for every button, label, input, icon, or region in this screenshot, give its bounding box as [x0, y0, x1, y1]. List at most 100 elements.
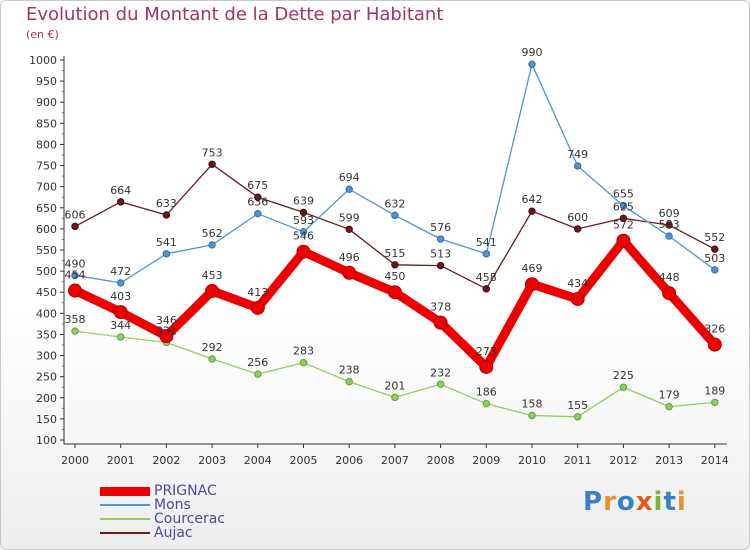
data-label-mons: 694 — [339, 171, 360, 184]
data-point-aujac — [391, 261, 399, 269]
data-label-aujac: 599 — [339, 211, 360, 224]
data-point-aujac — [482, 285, 490, 293]
data-point-courcerac — [574, 413, 582, 421]
data-label-prignac: 346 — [156, 314, 177, 327]
data-label-courcerac: 158 — [522, 398, 543, 411]
data-label-prignac: 496 — [339, 251, 360, 264]
data-point-mons — [208, 241, 216, 249]
data-label-mons: 541 — [476, 236, 497, 249]
data-point-aujac — [436, 261, 445, 270]
data-point-aujac — [345, 225, 353, 234]
data-point-courcerac — [117, 333, 125, 341]
data-point-mons — [117, 279, 125, 287]
data-label-mons: 503 — [704, 252, 725, 265]
data-point-mons — [345, 185, 353, 193]
data-label-courcerac: 344 — [110, 319, 131, 332]
data-label-prignac: 450 — [384, 270, 405, 283]
data-label-mons: 749 — [567, 148, 588, 161]
data-point-aujac — [665, 221, 673, 229]
data-label-courcerac: 201 — [384, 379, 405, 392]
data-label-aujac: 639 — [293, 194, 314, 207]
data-point-courcerac — [528, 411, 536, 420]
logo-letter: P — [583, 487, 604, 517]
data-label-aujac: 600 — [567, 211, 588, 224]
y-tick-label: 250 — [36, 371, 57, 384]
data-point-courcerac — [208, 355, 216, 363]
data-label-courcerac: 283 — [293, 345, 314, 358]
y-tick-label: 750 — [36, 160, 57, 173]
data-label-mons: 632 — [384, 197, 405, 210]
x-tick-label: 2012 — [609, 454, 637, 467]
data-label-courcerac: 186 — [476, 386, 497, 399]
data-label-courcerac: 179 — [659, 389, 680, 402]
data-point-mons — [665, 232, 673, 240]
x-tick-label: 2001 — [107, 454, 135, 467]
data-point-mons — [436, 235, 445, 243]
data-point-mons — [254, 209, 262, 218]
data-label-prignac: 572 — [613, 219, 634, 232]
data-label-aujac: 552 — [704, 231, 725, 244]
proxiti-logo: Proxiti — [583, 487, 687, 517]
data-label-aujac: 458 — [476, 271, 497, 284]
data-point-prignac — [662, 286, 677, 301]
data-label-courcerac: 331 — [156, 324, 177, 337]
x-tick-label: 2010 — [518, 454, 546, 467]
data-label-courcerac: 256 — [247, 356, 268, 369]
data-point-aujac — [619, 214, 628, 223]
legend-swatch — [100, 487, 150, 496]
data-label-aujac: 609 — [659, 207, 680, 220]
x-tick-label: 2005 — [290, 454, 318, 467]
data-label-mons: 655 — [613, 188, 634, 201]
data-point-aujac — [299, 208, 308, 217]
y-tick-label: 700 — [36, 181, 57, 194]
x-tick-label: 2002 — [152, 454, 180, 467]
data-label-courcerac: 358 — [65, 313, 86, 326]
logo-letter: i — [653, 487, 664, 517]
data-label-prignac: 453 — [202, 269, 223, 282]
data-label-mons: 593 — [293, 214, 314, 227]
data-label-mons: 541 — [156, 236, 177, 249]
data-point-aujac — [117, 198, 125, 206]
data-point-prignac — [707, 337, 722, 352]
data-point-courcerac — [619, 383, 628, 391]
data-label-courcerac: 189 — [704, 384, 725, 397]
data-point-prignac — [387, 285, 402, 300]
data-point-aujac — [71, 222, 79, 231]
data-label-mons: 583 — [659, 218, 680, 231]
data-label-courcerac: 225 — [613, 369, 634, 382]
data-label-aujac: 513 — [430, 248, 451, 261]
data-point-courcerac — [665, 402, 673, 411]
legend-label: Courcerac — [154, 511, 226, 527]
x-tick-label: 2007 — [381, 454, 409, 467]
x-tick-label: 2003 — [198, 454, 226, 467]
data-point-mons — [162, 250, 171, 258]
chart-subtitle: (en €) — [26, 28, 59, 41]
data-point-aujac — [162, 211, 171, 219]
data-point-aujac — [711, 245, 719, 253]
data-point-aujac — [528, 207, 536, 215]
x-tick-label: 2006 — [335, 454, 363, 467]
data-label-prignac: 378 — [430, 301, 451, 314]
y-tick-label: 600 — [36, 223, 57, 236]
y-tick-label: 400 — [36, 307, 57, 320]
chart-title: Evolution du Montant de la Dette par Hab… — [26, 4, 444, 25]
data-point-prignac — [296, 244, 311, 259]
y-tick-label: 300 — [36, 350, 57, 363]
data-label-aujac: 642 — [522, 193, 543, 206]
legend-label: Mons — [154, 497, 191, 513]
y-tick-label: 850 — [36, 117, 57, 130]
data-point-prignac — [616, 233, 631, 248]
line-chart: 100 150 200 250 300 350 400 450 500 550 600 650 700 7… — [29, 46, 729, 467]
data-label-prignac: 413 — [247, 286, 268, 299]
data-label-prignac: 454 — [65, 269, 86, 282]
data-point-courcerac — [482, 399, 490, 408]
y-tick-label: 450 — [36, 286, 57, 299]
legend-label: PRIGNAC — [154, 483, 217, 499]
data-label-aujac: 753 — [202, 146, 223, 159]
data-label-prignac: 469 — [522, 262, 543, 275]
legend-swatch — [100, 504, 150, 506]
data-label-mons: 636 — [247, 196, 268, 209]
x-tick-label: 2008 — [427, 454, 455, 467]
data-point-mons — [299, 228, 308, 236]
